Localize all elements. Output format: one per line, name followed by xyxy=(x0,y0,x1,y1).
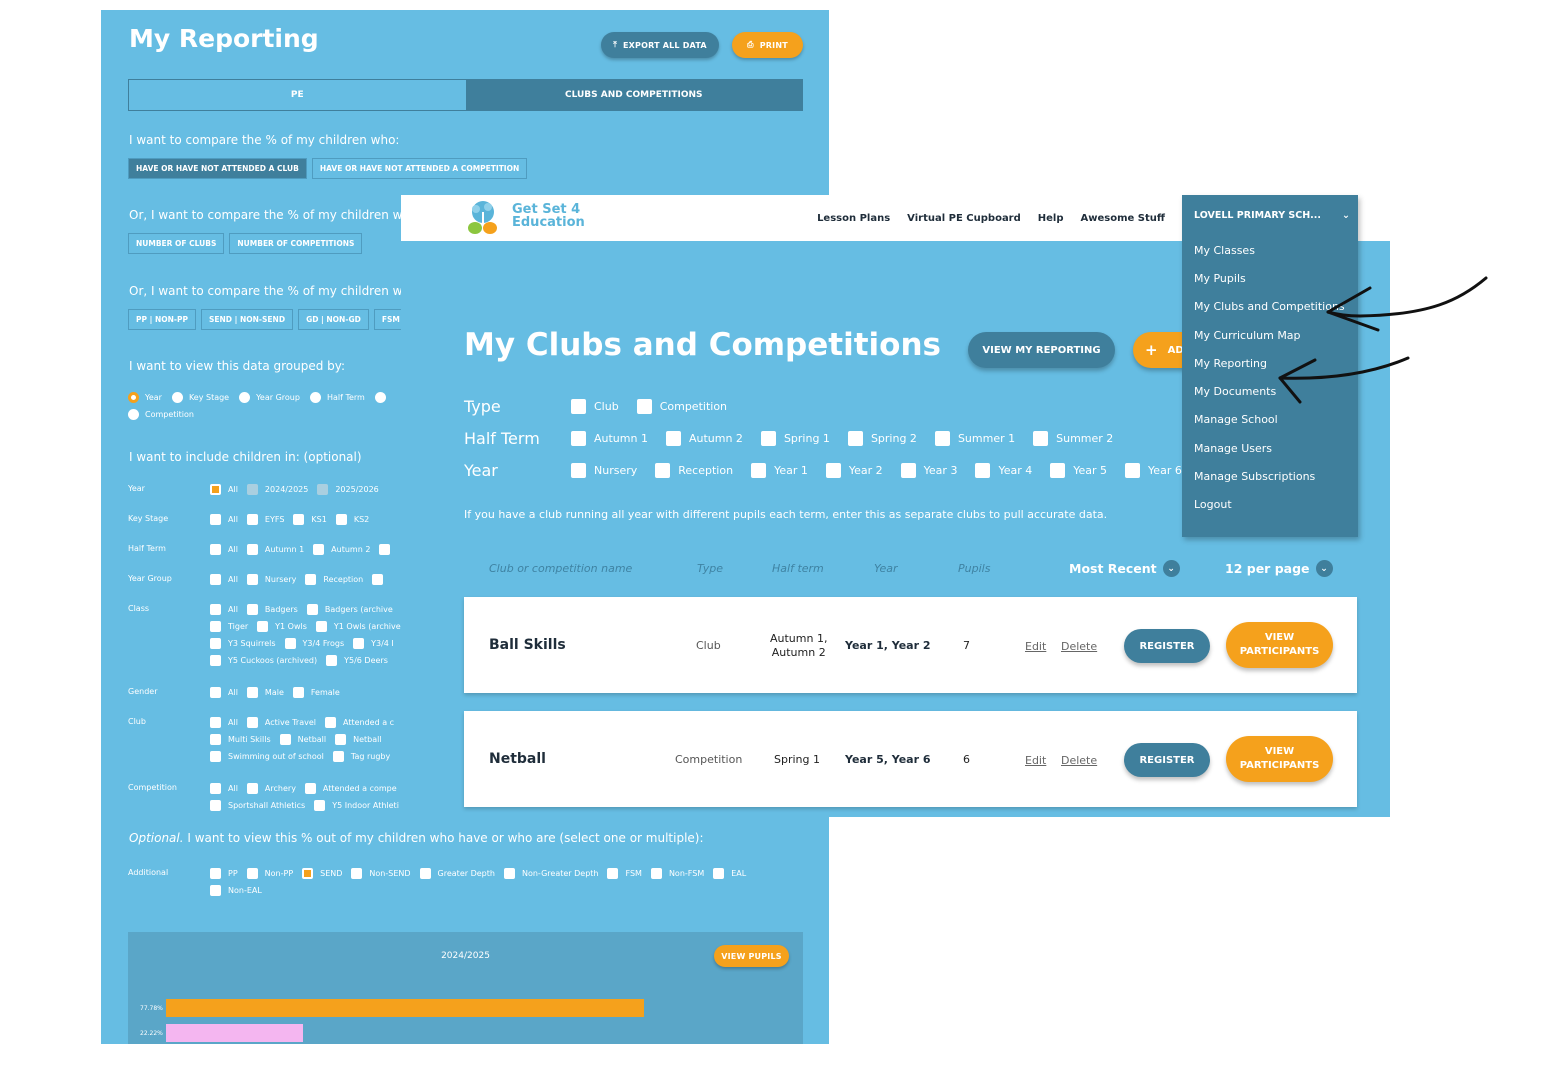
nav-lesson-plans[interactable]: Lesson Plans xyxy=(817,212,891,224)
filter-year-all[interactable]: All xyxy=(210,484,238,495)
row-year: Year 5, Year 6 xyxy=(845,753,931,766)
edit-link[interactable]: Edit xyxy=(1025,640,1047,653)
row-half-term: Autumn 1, Autumn 2 xyxy=(770,632,828,659)
delete-link[interactable]: Delete xyxy=(1061,640,1098,653)
menu-item-my-clubs[interactable]: My Clubs and Competitions xyxy=(1194,300,1345,313)
row-name: Netball xyxy=(489,751,546,767)
export-icon: ⤒ xyxy=(613,40,617,49)
optional-question: Optional. I want to view this % out of m… xyxy=(129,831,704,845)
chevron-down-icon: ⌄ xyxy=(1342,210,1350,221)
per-page-dropdown[interactable]: 12 per page ⌄ xyxy=(1225,560,1333,577)
chevron-down-icon: ⌄ xyxy=(1315,560,1333,577)
nav-links: Lesson Plans Virtual PE Cupboard Help Aw… xyxy=(817,195,1165,241)
row-name: Ball Skills xyxy=(489,637,566,653)
row-pupils: 7 xyxy=(963,639,970,652)
view-participants-button[interactable]: VIEW PARTICIPANTS xyxy=(1226,622,1333,668)
col-type: Type xyxy=(697,562,724,575)
chart-value-label: 22.22% xyxy=(140,1030,163,1037)
menu-item-curriculum-map[interactable]: My Curriculum Map xyxy=(1194,329,1301,342)
radio-hidden[interactable] xyxy=(374,392,386,403)
plus-icon: + xyxy=(1145,341,1158,359)
chip-attended-club[interactable]: HAVE OR HAVE NOT ATTENDED A CLUB xyxy=(128,158,307,179)
school-menu-toggle[interactable]: LOVELL PRIMARY SCH... ⌄ xyxy=(1194,210,1350,221)
view-my-reporting-button[interactable]: VIEW MY REPORTING xyxy=(968,332,1115,368)
tab-clubs-and-competitions[interactable]: CLUBS AND COMPETITIONS xyxy=(465,80,802,110)
group-question: I want to view this data grouped by: xyxy=(129,359,346,373)
filter-year-2024[interactable]: 2024/2025 xyxy=(246,484,308,495)
col-half-term: Half term xyxy=(772,562,824,575)
nav-virtual-pe-cupboard[interactable]: Virtual PE Cupboard xyxy=(907,212,1021,224)
page-title: My Clubs and Competitions xyxy=(464,327,941,363)
chart-title: 2024/2025 xyxy=(441,951,490,961)
report-tabs: PE CLUBS AND COMPETITIONS xyxy=(128,79,803,111)
table-row: Netball Competition Spring 1 Year 5, Yea… xyxy=(464,711,1357,807)
report-chart: 2024/2025 VIEW PUPILS 77.78% 22.22% xyxy=(128,932,803,1044)
chip-number-of-competitions[interactable]: NUMBER OF COMPETITIONS xyxy=(229,233,363,254)
filter-year-2025[interactable]: 2025/2026 xyxy=(317,484,379,495)
chip-gd[interactable]: GD | NON-GD xyxy=(298,309,369,330)
group-radio-list: Year Key Stage Year Group Half Term Comp… xyxy=(128,392,428,420)
filter-half-term: Half Term Autumn 1 Autumn 2 Spring 1 Spr… xyxy=(464,429,1114,448)
radio-year[interactable]: Year xyxy=(128,392,162,403)
top-navbar: Get Set 4 Education Lesson Plans Virtual… xyxy=(401,195,1181,241)
radio-competition[interactable]: Competition xyxy=(128,409,428,420)
tree-logo-icon xyxy=(468,201,497,234)
compare-question-1: I want to compare the % of my children w… xyxy=(129,133,400,147)
filter-type: Type Club Competition xyxy=(464,397,728,416)
col-year: Year xyxy=(874,562,898,575)
radio-year-group[interactable]: Year Group xyxy=(239,392,300,403)
row-pupils: 6 xyxy=(963,753,970,766)
chip-number-of-clubs[interactable]: NUMBER OF CLUBS xyxy=(128,233,225,254)
menu-item-my-classes[interactable]: My Classes xyxy=(1194,244,1255,257)
edit-link[interactable]: Edit xyxy=(1025,754,1047,767)
compare-question-3: Or, I want to compare the % of my childr… xyxy=(129,284,418,298)
menu-item-manage-school[interactable]: Manage School xyxy=(1194,413,1278,426)
nav-help[interactable]: Help xyxy=(1037,212,1064,224)
sort-dropdown[interactable]: Most Recent ⌄ xyxy=(1069,560,1180,577)
delete-link[interactable]: Delete xyxy=(1061,754,1098,767)
row-type: Competition xyxy=(675,753,743,766)
printer-icon: ⎙ xyxy=(747,40,754,49)
col-name: Club or competition name xyxy=(489,562,633,575)
nav-awesome-stuff[interactable]: Awesome Stuff xyxy=(1080,212,1165,224)
logo-text[interactable]: Get Set 4 Education xyxy=(512,202,585,230)
register-button[interactable]: REGISTER xyxy=(1124,629,1210,663)
row-type: Club xyxy=(696,639,721,652)
chip-pp[interactable]: PP | NON-PP xyxy=(128,309,196,330)
info-note: If you have a club running all year with… xyxy=(464,508,1108,521)
radio-key-stage[interactable]: Key Stage xyxy=(171,392,229,403)
menu-item-my-documents[interactable]: My Documents xyxy=(1194,385,1277,398)
compare-question-2: Or, I want to compare the % of my childr… xyxy=(129,208,418,222)
account-dropdown-menu: LOVELL PRIMARY SCH... ⌄ My Classes My Pup… xyxy=(1182,195,1358,537)
tab-pe[interactable]: PE xyxy=(290,90,304,100)
menu-item-logout[interactable]: Logout xyxy=(1194,498,1232,511)
menu-item-my-reporting[interactable]: My Reporting xyxy=(1194,357,1267,370)
chip-attended-competition[interactable]: HAVE OR HAVE NOT ATTENDED A COMPETITION xyxy=(311,158,528,179)
table-row: Ball Skills Club Autumn 1, Autumn 2 Year … xyxy=(464,597,1357,693)
menu-item-my-pupils[interactable]: My Pupils xyxy=(1194,272,1246,285)
row-half-term: Spring 1 xyxy=(774,753,820,766)
chart-bar xyxy=(166,999,644,1017)
view-participants-button[interactable]: VIEW PARTICIPANTS xyxy=(1226,736,1333,782)
view-pupils-button[interactable]: VIEW PUPILS xyxy=(714,945,789,967)
menu-item-manage-subscriptions[interactable]: Manage Subscriptions xyxy=(1194,470,1316,483)
chart-value-label: 77.78% xyxy=(140,1005,163,1012)
chevron-down-icon: ⌄ xyxy=(1162,560,1180,577)
annotation-arrows xyxy=(1278,276,1488,404)
chart-bar xyxy=(166,1024,303,1042)
col-pupils: Pupils xyxy=(958,562,991,575)
register-button[interactable]: REGISTER xyxy=(1124,743,1210,777)
export-all-data-button[interactable]: ⤒ EXPORT ALL DATA xyxy=(601,32,719,58)
row-year: Year 1, Year 2 xyxy=(845,639,931,652)
print-button[interactable]: ⎙ PRINT xyxy=(732,32,803,58)
radio-half-term[interactable]: Half Term xyxy=(309,392,365,403)
include-question: I want to include children in: (optional… xyxy=(129,450,362,464)
menu-item-manage-users[interactable]: Manage Users xyxy=(1194,442,1272,455)
page-title: My Reporting xyxy=(129,24,319,53)
chip-send[interactable]: SEND | NON-SEND xyxy=(201,309,294,330)
filter-year: Year Nursery Reception Year 1 Year 2 Yea… xyxy=(464,461,1182,480)
